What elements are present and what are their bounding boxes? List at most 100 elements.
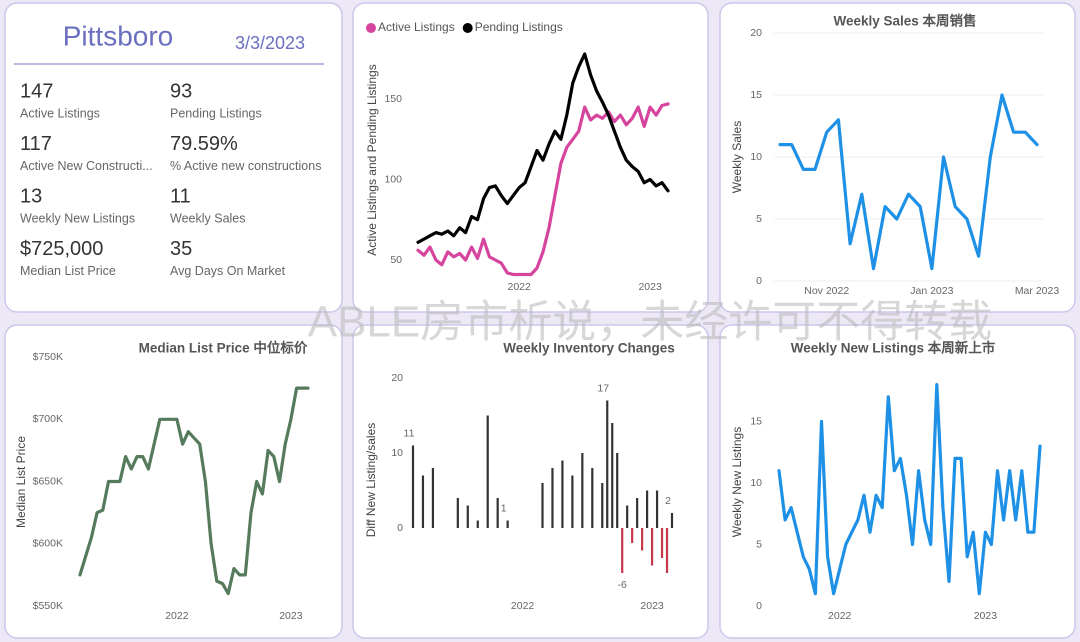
kpi-value: 93 [170, 80, 192, 102]
kpi-value: 11 [170, 185, 191, 207]
y-axis-label: Active Listings and Pending Listings [365, 64, 379, 255]
kpi-date: 3/3/2023 [235, 33, 305, 53]
bar [541, 483, 544, 528]
kpi-value: 79.59% [170, 133, 238, 155]
line [777, 383, 1042, 596]
y-axis-label: Weekly Sales [730, 121, 744, 193]
legend-marker [366, 23, 376, 33]
line [416, 102, 670, 277]
y-axis-label: Median List Price [14, 436, 28, 528]
y-tick-label: 0 [756, 275, 762, 287]
y-tick-label: $650K [33, 475, 63, 487]
bar [421, 475, 425, 528]
line [416, 52, 670, 244]
kpi-value: 147 [20, 80, 53, 102]
y-axis-label: Weekly New Listings [730, 427, 744, 537]
x-tick-label: Mar 2023 [1015, 285, 1060, 297]
bar [626, 505, 629, 528]
y-tick-label: 10 [750, 477, 762, 489]
kpi-label: Avg Days On Market [170, 264, 286, 278]
card [719, 324, 1076, 639]
charts: 147 Active Listings 93 Pending Listings 117 A… [14, 13, 1059, 622]
data-label: 11 [404, 427, 415, 439]
y-tick-label: 20 [391, 372, 403, 384]
x-tick-label: 2023 [640, 600, 664, 612]
card [352, 324, 709, 639]
y-tick-label: 10 [391, 447, 403, 459]
line [78, 386, 310, 596]
y-tick-label: $700K [33, 413, 63, 425]
bar [665, 528, 669, 573]
y-tick-label: 5 [756, 538, 762, 550]
y-tick-label: $600K [33, 538, 63, 550]
bar [611, 423, 614, 528]
kpi-value: 117 [20, 133, 52, 155]
kpi-label: Weekly New Listings [20, 211, 135, 225]
kpi-value: 13 [20, 185, 42, 207]
bar [551, 468, 554, 528]
bar [631, 528, 634, 543]
bar [655, 490, 659, 528]
line [778, 93, 1039, 271]
data-label: 2 [665, 495, 671, 507]
legend-label: Pending Listings [475, 20, 563, 34]
y-tick-label: $550K [33, 600, 63, 612]
kpi-label: Active Listings [20, 106, 100, 120]
bar [476, 520, 479, 528]
x-tick-label: 2023 [638, 281, 662, 293]
y-tick-label: 0 [397, 522, 403, 534]
watermark: ABLE房市析说，未经许可不得转载 [308, 298, 993, 347]
kpi-label: % Active new constructions [170, 159, 321, 173]
kpi-label: Median List Price [20, 264, 116, 278]
y-axis-label: Diff New Listing/sales [364, 423, 378, 538]
bar [621, 528, 624, 573]
y-tick-label: 50 [390, 254, 402, 266]
bar [606, 400, 609, 528]
legend-marker [462, 23, 473, 33]
x-tick-label: 2023 [279, 610, 303, 622]
bar [581, 453, 584, 528]
y-tick-label: 15 [750, 415, 762, 427]
data-label: -6 [618, 579, 627, 591]
bar [456, 498, 459, 528]
kpi-value: $725,000 [20, 238, 103, 260]
bar [486, 415, 489, 528]
bar [561, 460, 564, 528]
legend-label: Active Listings [378, 20, 455, 34]
x-tick-label: 2022 [165, 610, 189, 622]
bar [636, 498, 639, 528]
bar [660, 528, 664, 558]
kpi-label: Pending Listings [170, 106, 262, 120]
x-tick-label: 2022 [828, 610, 852, 622]
kpi-card [4, 2, 343, 313]
bar [411, 445, 415, 528]
bar [591, 468, 594, 528]
y-tick-label: 10 [750, 151, 762, 163]
bar [650, 528, 654, 566]
chart-title: Weekly Sales 本周销售 [833, 13, 976, 29]
kpi-label: Active New Constructi... [20, 159, 153, 173]
kpi-value: 35 [170, 238, 192, 260]
bar [506, 520, 509, 528]
x-tick-label: 2022 [508, 281, 532, 293]
y-tick-label: 20 [750, 27, 762, 39]
y-tick-label: 5 [756, 213, 762, 225]
bar [466, 505, 469, 528]
bar [616, 453, 619, 528]
chart-title: Weekly New Listings 本周新上市 [791, 340, 996, 356]
x-tick-label: Nov 2022 [804, 285, 849, 297]
y-tick-label: 15 [750, 89, 762, 101]
card [4, 324, 343, 639]
data-label: 17 [597, 382, 609, 394]
chart-title: Median List Price 中位标价 [139, 340, 308, 356]
y-tick-label: 150 [384, 93, 402, 105]
y-tick-label: $750K [33, 351, 63, 363]
x-tick-label: 2022 [511, 600, 535, 612]
bar [601, 483, 604, 528]
kpi-label: Weekly Sales [170, 211, 246, 225]
x-tick-label: Jan 2023 [910, 285, 953, 297]
card [352, 2, 709, 313]
bar [641, 528, 644, 551]
bar [670, 513, 674, 528]
